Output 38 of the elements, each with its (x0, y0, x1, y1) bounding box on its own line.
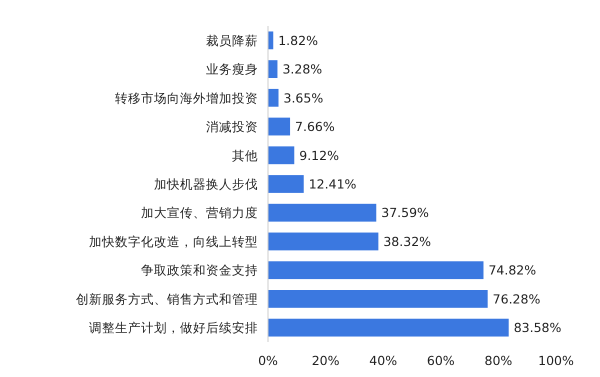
y-tick-label: 调整生产计划，做好后续安排 (89, 320, 258, 336)
y-tick-label: 加大宣传、营销力度 (141, 205, 258, 220)
x-tick-label: 40% (369, 353, 398, 368)
y-tick-label: 转移市场向海外增加投资 (115, 90, 258, 106)
x-tick-label: 0% (258, 353, 278, 368)
bar (268, 318, 509, 337)
data-label: 38.32% (383, 234, 432, 249)
data-label: 3.28% (282, 62, 322, 77)
bar (268, 88, 279, 107)
bar (268, 290, 488, 308)
y-tick-label: 争取政策和资金支持 (141, 262, 258, 278)
data-label: 7.66% (295, 119, 335, 134)
data-label: 1.82% (278, 32, 318, 48)
y-tick-label: 业务瘦身 (206, 62, 258, 77)
bar (268, 146, 294, 164)
y-tick-label: 创新服务方式、销售方式和管理 (76, 291, 258, 306)
bar (268, 175, 304, 193)
y-tick-label: 加快机器换人步伐 (154, 176, 258, 192)
data-label: 12.41% (308, 176, 357, 192)
bar (268, 204, 376, 222)
y-tick-label: 裁员降薪 (206, 32, 258, 48)
x-tick-label: 60% (426, 353, 455, 368)
bar (268, 60, 278, 78)
bar (268, 232, 378, 250)
x-tick-label: 20% (312, 353, 340, 368)
y-tick-label: 其他 (232, 148, 258, 163)
y-tick-label: 消减投资 (206, 119, 258, 134)
data-label: 74.82% (488, 262, 536, 278)
bar (268, 118, 290, 136)
x-tick-label: 100% (538, 353, 574, 368)
y-tick-label: 加快数字化改造，向线上转型 (89, 234, 258, 249)
data-label: 76.28% (492, 291, 540, 306)
x-tick-label: 80% (484, 353, 512, 368)
data-label: 37.59% (381, 205, 430, 220)
data-label: 9.12% (299, 148, 340, 163)
data-label: 3.65% (284, 90, 324, 106)
data-label: 83.58% (514, 320, 562, 336)
bar (268, 261, 484, 280)
